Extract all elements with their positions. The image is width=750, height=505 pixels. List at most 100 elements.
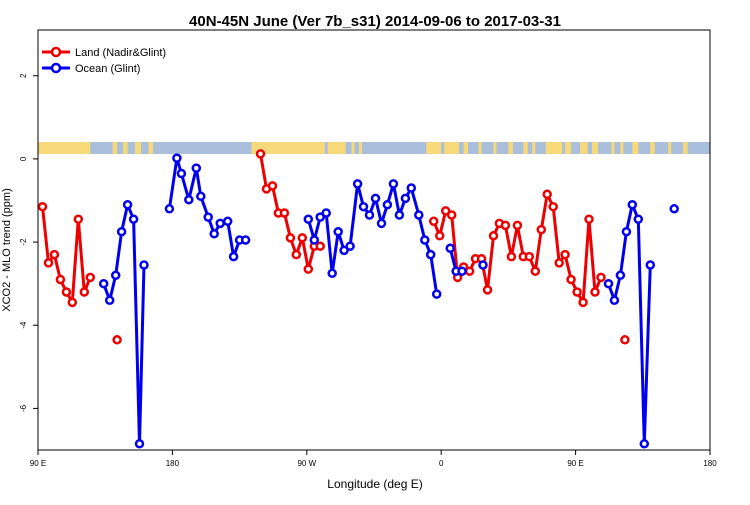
band-land-segment (359, 142, 363, 154)
data-point (400, 193, 411, 204)
series-layer (38, 149, 679, 449)
y-tick-label: 2 (19, 73, 28, 78)
data-point (267, 181, 278, 191)
data-point (560, 249, 570, 260)
data-point (203, 212, 213, 222)
data-point (184, 194, 194, 205)
data-point (309, 235, 320, 245)
data-point (196, 191, 206, 202)
legend-label: Ocean (Glint) (75, 63, 140, 75)
data-point (128, 214, 139, 224)
band-land-segment (565, 142, 572, 154)
data-point (370, 193, 381, 204)
data-point (584, 214, 594, 224)
data-point (609, 295, 620, 306)
data-point (228, 251, 239, 262)
x-tick-label: 90 E (30, 459, 46, 468)
data-point (215, 218, 225, 229)
band-land-segment (508, 142, 513, 154)
data-point (639, 439, 650, 449)
axes: 90 E 180 90 W 0 90 E 180 2 0 -2 -4 -6 (19, 73, 717, 468)
legend-marker (50, 46, 62, 58)
data-point (98, 278, 109, 289)
data-point (376, 218, 387, 229)
band-land-segment (611, 142, 615, 154)
band-land-segment (478, 142, 482, 154)
legend-label: Land (Nadir&Glint) (75, 47, 166, 59)
data-point (112, 335, 122, 345)
data-point (500, 220, 511, 231)
data-point (464, 266, 475, 276)
series-line (607, 203, 652, 446)
data-point (172, 153, 182, 163)
data-point (209, 229, 219, 239)
band-land-segment (351, 142, 355, 154)
y-tick-label: 0 (19, 156, 28, 161)
data-point (457, 266, 467, 276)
band-land-segment (426, 142, 442, 154)
data-point (445, 243, 455, 254)
data-point (255, 149, 266, 159)
data-point (382, 199, 393, 210)
data-point (420, 235, 430, 245)
data-point (548, 201, 558, 212)
data-point (191, 163, 202, 173)
series-line (102, 203, 146, 446)
data-point (482, 285, 493, 295)
data-point (116, 226, 127, 237)
data-point (176, 168, 187, 179)
x-tick-label: 180 (166, 459, 180, 468)
data-point (321, 208, 331, 218)
band-land-segment (620, 142, 624, 154)
series-land (38, 149, 630, 345)
data-point (43, 258, 54, 268)
data-point (590, 287, 600, 297)
data-point (315, 241, 325, 251)
data-point (603, 278, 614, 289)
band-land-segment (683, 142, 688, 154)
data-point (645, 260, 656, 270)
band-land-segment (668, 142, 672, 154)
band-land-segment (523, 142, 528, 154)
data-point (578, 297, 588, 308)
data-point (222, 216, 233, 227)
band-land-segment (112, 142, 118, 154)
band-land-segment (632, 142, 639, 154)
data-point (566, 274, 576, 285)
band-land-segment (463, 142, 469, 154)
data-point (285, 233, 296, 243)
x-tick-label: 0 (439, 459, 444, 468)
data-point (388, 179, 399, 189)
y-tick-label: -4 (19, 321, 28, 329)
data-point (530, 266, 541, 276)
surface-band (38, 142, 710, 154)
data-point (446, 210, 457, 220)
data-point (38, 201, 48, 212)
data-point (164, 204, 175, 214)
data-point (352, 179, 363, 189)
data-point (536, 224, 547, 235)
band-land-segment (580, 142, 588, 154)
data-point (339, 245, 349, 256)
data-point (633, 214, 644, 224)
data-point (414, 210, 424, 220)
x-tick-label: 90 W (297, 459, 316, 468)
data-point (425, 249, 436, 260)
series-line (259, 153, 321, 271)
data-point (279, 208, 290, 218)
data-point (345, 241, 355, 251)
data-point (478, 260, 488, 270)
band-land-segment (38, 142, 91, 154)
data-point (364, 210, 375, 220)
series-line (306, 182, 439, 295)
band-land-segment (493, 142, 497, 154)
data-point (428, 216, 439, 227)
band-land-segment (592, 142, 598, 154)
data-point (139, 260, 149, 270)
data-point (431, 289, 442, 299)
band-land-segment (327, 142, 346, 154)
data-point (49, 249, 60, 260)
data-point (240, 235, 251, 245)
data-point (122, 199, 133, 210)
